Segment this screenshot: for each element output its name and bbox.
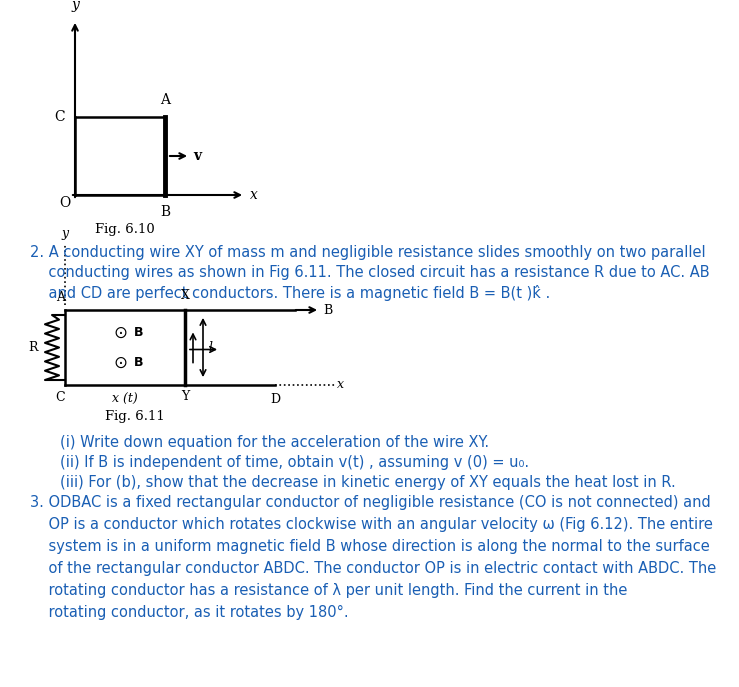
Text: ⊙: ⊙ [113,354,127,372]
Text: and CD are perfect conductors. There is a magnetic field B = B(t )k̂ .: and CD are perfect conductors. There is … [30,285,551,301]
Text: B: B [134,326,143,339]
Text: rotating conductor has a resistance of λ per unit length. Find the current in th: rotating conductor has a resistance of λ… [30,583,627,598]
Text: A: A [160,93,170,107]
Text: conducting wires as shown in Fig 6.11. The closed circuit has a resistance R due: conducting wires as shown in Fig 6.11. T… [30,265,709,280]
Text: OP is a conductor which rotates clockwise with an angular velocity ω (Fig 6.12).: OP is a conductor which rotates clockwis… [30,517,713,532]
Text: C: C [55,391,65,404]
Text: B: B [323,304,333,317]
Text: A: A [56,291,65,304]
Text: system is in a uniform magnetic field B whose direction is along the normal to t: system is in a uniform magnetic field B … [30,539,709,554]
Text: x (t): x (t) [112,393,138,406]
Text: l: l [208,341,212,354]
Text: 2. A conducting wire XY of mass m and negligible resistance slides smoothly on t: 2. A conducting wire XY of mass m and ne… [30,245,706,260]
Text: B: B [160,205,170,219]
Text: y: y [71,0,79,12]
Text: x: x [250,188,258,202]
Text: B: B [134,356,143,369]
Text: Fig. 6.11: Fig. 6.11 [105,410,165,423]
Text: C: C [55,110,65,124]
Text: (ii) If B is independent of time, obtain v(t) , assuming v (0) = u₀.: (ii) If B is independent of time, obtain… [60,455,529,470]
Text: 3. ODBAC is a fixed rectangular conductor of negligible resistance (CO is not co: 3. ODBAC is a fixed rectangular conducto… [30,495,711,510]
Text: D: D [270,393,280,406]
Text: Fig. 6.10: Fig. 6.10 [95,223,154,236]
Text: O: O [59,196,71,210]
Text: of the rectangular conductor ABDC. The conductor OP is in electric contact with : of the rectangular conductor ABDC. The c… [30,561,716,576]
Text: R: R [29,341,38,354]
Text: rotating conductor, as it rotates by 180°.: rotating conductor, as it rotates by 180… [30,605,349,620]
Text: v: v [193,149,201,163]
Text: X: X [180,289,189,302]
Text: (i) Write down equation for the acceleration of the wire XY.: (i) Write down equation for the accelera… [60,435,489,450]
Text: y: y [61,227,69,240]
Text: Y: Y [181,390,189,403]
Text: ⊙: ⊙ [113,324,127,341]
Text: x: x [337,379,344,392]
Text: (iii) For (b), show that the decrease in kinetic energy of XY equals the heat lo: (iii) For (b), show that the decrease in… [60,475,675,490]
